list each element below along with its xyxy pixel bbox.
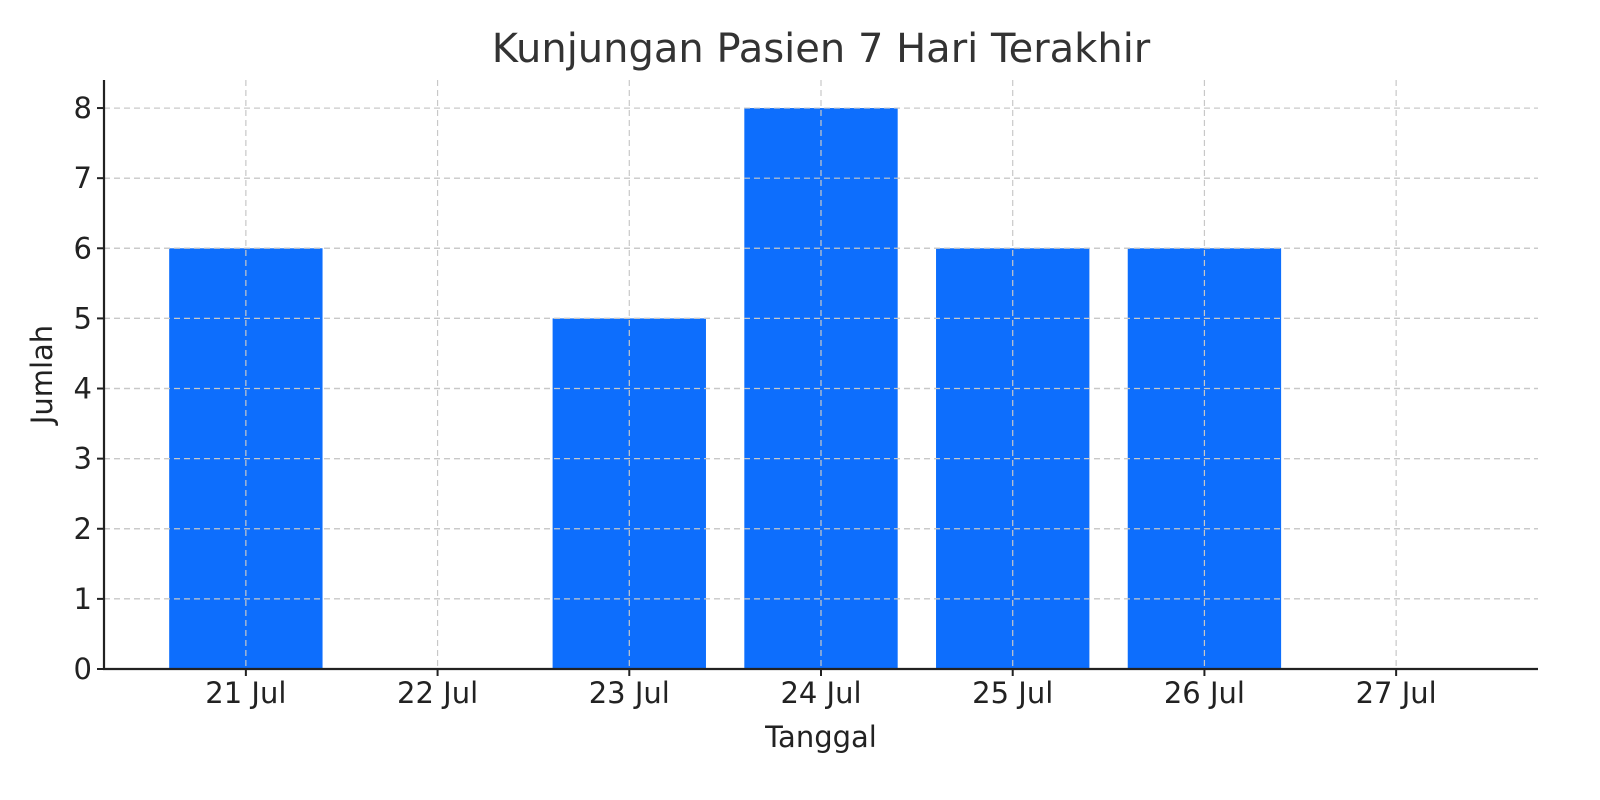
ticks: 0 1 2 3 4 5 6 7 8 21 Jul 22 Jul 23 Jul 24 Jul 25 Jul 2… — [74, 91, 1437, 710]
y-tick-label: 1 — [74, 582, 92, 616]
bar — [936, 248, 1090, 670]
x-tick-label: 21 Jul — [205, 676, 286, 710]
x-tick-label: 23 Jul — [589, 676, 670, 710]
x-tick-label: 24 Jul — [780, 676, 861, 710]
x-tick-label: 26 Jul — [1164, 676, 1245, 710]
y-tick-label: 7 — [74, 161, 92, 195]
x-axis-title: Tanggal — [764, 720, 877, 754]
y-tick-label: 0 — [74, 652, 92, 686]
y-tick-label: 3 — [74, 442, 92, 476]
y-tick-label: 6 — [74, 231, 92, 265]
y-tick-label: 5 — [74, 301, 92, 335]
y-tick-label: 2 — [74, 512, 92, 546]
x-tick-label: 22 Jul — [397, 676, 478, 710]
grid-overlay — [104, 80, 1538, 669]
x-tick-label: 25 Jul — [972, 676, 1053, 710]
chart-title: Kunjungan Pasien 7 Hari Terakhir — [492, 26, 1151, 72]
y-tick-label: 8 — [74, 91, 92, 125]
y-axis-title: Jumlah — [25, 325, 59, 426]
x-tick-label: 27 Jul — [1356, 676, 1437, 710]
y-tick-label: 4 — [74, 372, 92, 406]
